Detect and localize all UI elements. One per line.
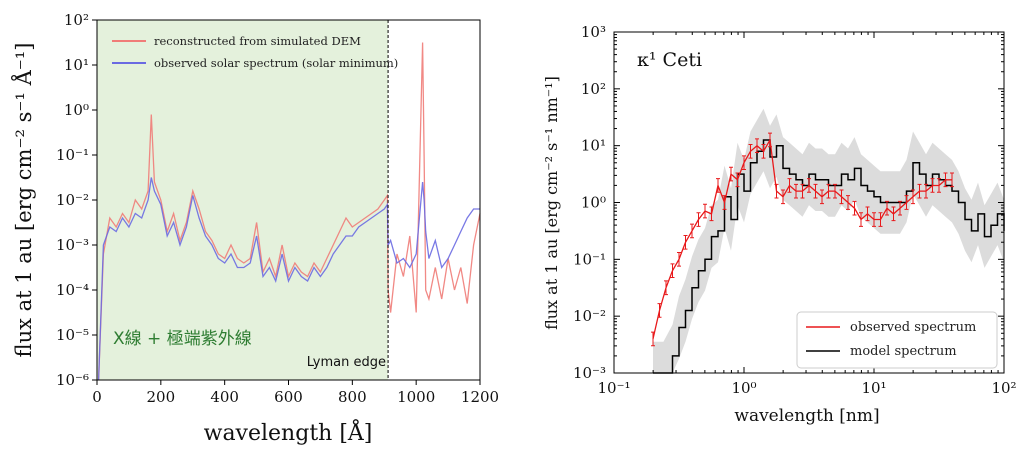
right-ticks: 10⁻¹ 10⁰ 10¹ 10² 10⁻³ 10⁻² 10⁻¹ 10⁰ 10¹ 10² 10³ bbox=[573, 23, 1017, 397]
observed-error-bar bbox=[807, 178, 811, 193]
legend-label-observed-spectrum: observed spectrum bbox=[850, 320, 976, 335]
right-legend: observed spectrum model spectrum bbox=[796, 311, 998, 369]
right-xlabel: wavelength [nm] bbox=[734, 406, 879, 426]
right-ylabel: flux at 1 au [erg cm⁻² s⁻¹ nm⁻¹] bbox=[542, 76, 561, 330]
left-legend: reconstructed from simulated DEM observe… bbox=[112, 34, 398, 70]
right-ytick-label: 10² bbox=[581, 80, 606, 98]
observed-error-bar bbox=[748, 144, 753, 159]
right-xtick-label: 10⁻¹ bbox=[597, 379, 630, 397]
observed-error-bar bbox=[898, 200, 902, 216]
observed-error-bar bbox=[943, 172, 948, 188]
legend-label-observed: observed solar spectrum (solar minimum) bbox=[154, 56, 398, 70]
left-xtick-label: 400 bbox=[210, 388, 239, 406]
observed-error-bar bbox=[755, 138, 759, 153]
left-xtick-label: 1000 bbox=[397, 388, 435, 406]
observed-error-bar bbox=[729, 166, 733, 182]
observed-error-bar bbox=[800, 183, 805, 199]
observed-error-bar bbox=[677, 252, 681, 267]
observed-error-bar bbox=[722, 195, 727, 210]
observed-error-bar bbox=[664, 280, 668, 296]
left-ytick-label: 10⁻⁴ bbox=[56, 281, 89, 299]
observed-error-bar bbox=[813, 183, 818, 199]
observed-error-bar bbox=[768, 132, 772, 148]
right-ytick-label: 10⁰ bbox=[581, 194, 606, 212]
right-xtick-label: 10² bbox=[991, 379, 1016, 397]
right-legend-box bbox=[796, 311, 998, 369]
observed-error-bar bbox=[930, 178, 935, 193]
observed-error-bar bbox=[703, 203, 707, 219]
observed-error-bar bbox=[911, 189, 915, 205]
series-reconstructed-line bbox=[97, 42, 481, 381]
left-ytick-label: 10⁻¹ bbox=[56, 146, 89, 164]
xray-euv-region bbox=[97, 20, 389, 380]
observed-error-bar bbox=[846, 195, 850, 210]
left-ticks: 0 200 400 600 800 1000 1200 10⁻⁶ 10⁻⁵ 10⁻⁴ 10⁻³ 10⁻… bbox=[56, 11, 499, 406]
observed-error-bar bbox=[820, 189, 824, 205]
observed-error-bar bbox=[657, 303, 662, 318]
observed-error-bar bbox=[716, 178, 720, 193]
left-xtick-label: 800 bbox=[338, 388, 367, 406]
observed-error-bar bbox=[696, 212, 701, 227]
observed-error-bar bbox=[924, 183, 928, 199]
observed-error-bar bbox=[794, 183, 798, 199]
observed-error-bar bbox=[833, 183, 837, 199]
observed-error-bar bbox=[709, 206, 714, 222]
observed-error-bar bbox=[651, 331, 655, 347]
observed-error-bar bbox=[865, 206, 870, 222]
left-ytick-label: 10¹ bbox=[64, 56, 89, 74]
observed-error-bar bbox=[917, 183, 922, 199]
right-ytick-label: 10⁻³ bbox=[573, 364, 606, 382]
observed-error-bar bbox=[670, 263, 675, 279]
observed-error-bar bbox=[774, 183, 779, 199]
left-ytick-label: 10⁻³ bbox=[56, 236, 89, 254]
observed-error-bar bbox=[904, 195, 909, 210]
left-ytick-label: 10⁻⁶ bbox=[56, 371, 89, 389]
legend-label-model-spectrum: model spectrum bbox=[850, 344, 957, 359]
observed-error-bar bbox=[781, 189, 785, 205]
left-xlabel: wavelength [Å] bbox=[204, 418, 373, 446]
observed-error-bar bbox=[950, 172, 954, 188]
observed-error-bar bbox=[742, 155, 746, 171]
left-ytick-label: 10² bbox=[64, 11, 89, 29]
left-ytick-label: 10⁻⁵ bbox=[56, 326, 89, 344]
right-chart: 10⁻¹ 10⁰ 10¹ 10² 10⁻³ 10⁻² 10⁻¹ 10⁰ 10¹ 10² 10³ κ¹… bbox=[542, 23, 1017, 426]
right-title: κ¹ Ceti bbox=[637, 49, 702, 71]
legend-label-reconstructed: reconstructed from simulated DEM bbox=[154, 34, 361, 48]
right-xtick-label: 10¹ bbox=[861, 379, 886, 397]
right-ytick-label: 10⁻² bbox=[573, 307, 606, 325]
observed-error-bar bbox=[761, 144, 766, 159]
right-ytick-label: 10³ bbox=[581, 23, 606, 41]
observed-error-bar bbox=[826, 183, 831, 199]
right-xtick-label: 10⁰ bbox=[731, 379, 756, 397]
observed-error-bar bbox=[891, 206, 896, 222]
left-xtick-label: 200 bbox=[147, 388, 176, 406]
observed-error-bar bbox=[878, 212, 883, 227]
observed-error-bar bbox=[683, 234, 688, 250]
right-ytick-label: 10⁻¹ bbox=[573, 250, 606, 268]
observed-error-bar bbox=[839, 189, 844, 205]
observed-error-bar bbox=[787, 178, 792, 193]
observed-error-bar bbox=[735, 172, 740, 188]
observed-error-bar bbox=[690, 223, 694, 239]
observed-error-bar bbox=[937, 178, 941, 193]
left-chart: 0 200 400 600 800 1000 1200 10⁻⁶ 10⁻⁵ 10⁻⁴ 10⁻³ 10⁻… bbox=[11, 11, 499, 446]
right-series-group bbox=[651, 132, 1005, 374]
left-ytick-label: 10⁰ bbox=[64, 101, 89, 119]
left-ylabel: flux at 1 au [erg cm⁻² s⁻¹ Å⁻¹] bbox=[11, 43, 36, 358]
observed-error-bar bbox=[852, 200, 857, 216]
right-ytick-label: 10¹ bbox=[581, 137, 606, 155]
observed-error-bar bbox=[885, 200, 889, 216]
observed-error-bar bbox=[859, 212, 863, 227]
region-label: X線 + 極端紫外線 bbox=[113, 329, 252, 349]
left-xtick-label: 1200 bbox=[461, 388, 499, 406]
left-xtick-label: 0 bbox=[92, 388, 102, 406]
series-observed-line bbox=[97, 177, 480, 381]
lyman-edge-label: Lyman edge bbox=[307, 355, 386, 370]
left-series-group bbox=[97, 42, 481, 381]
left-ytick-label: 10⁻² bbox=[56, 191, 89, 209]
left-xtick-label: 600 bbox=[274, 388, 303, 406]
observed-error-bar bbox=[872, 212, 876, 227]
